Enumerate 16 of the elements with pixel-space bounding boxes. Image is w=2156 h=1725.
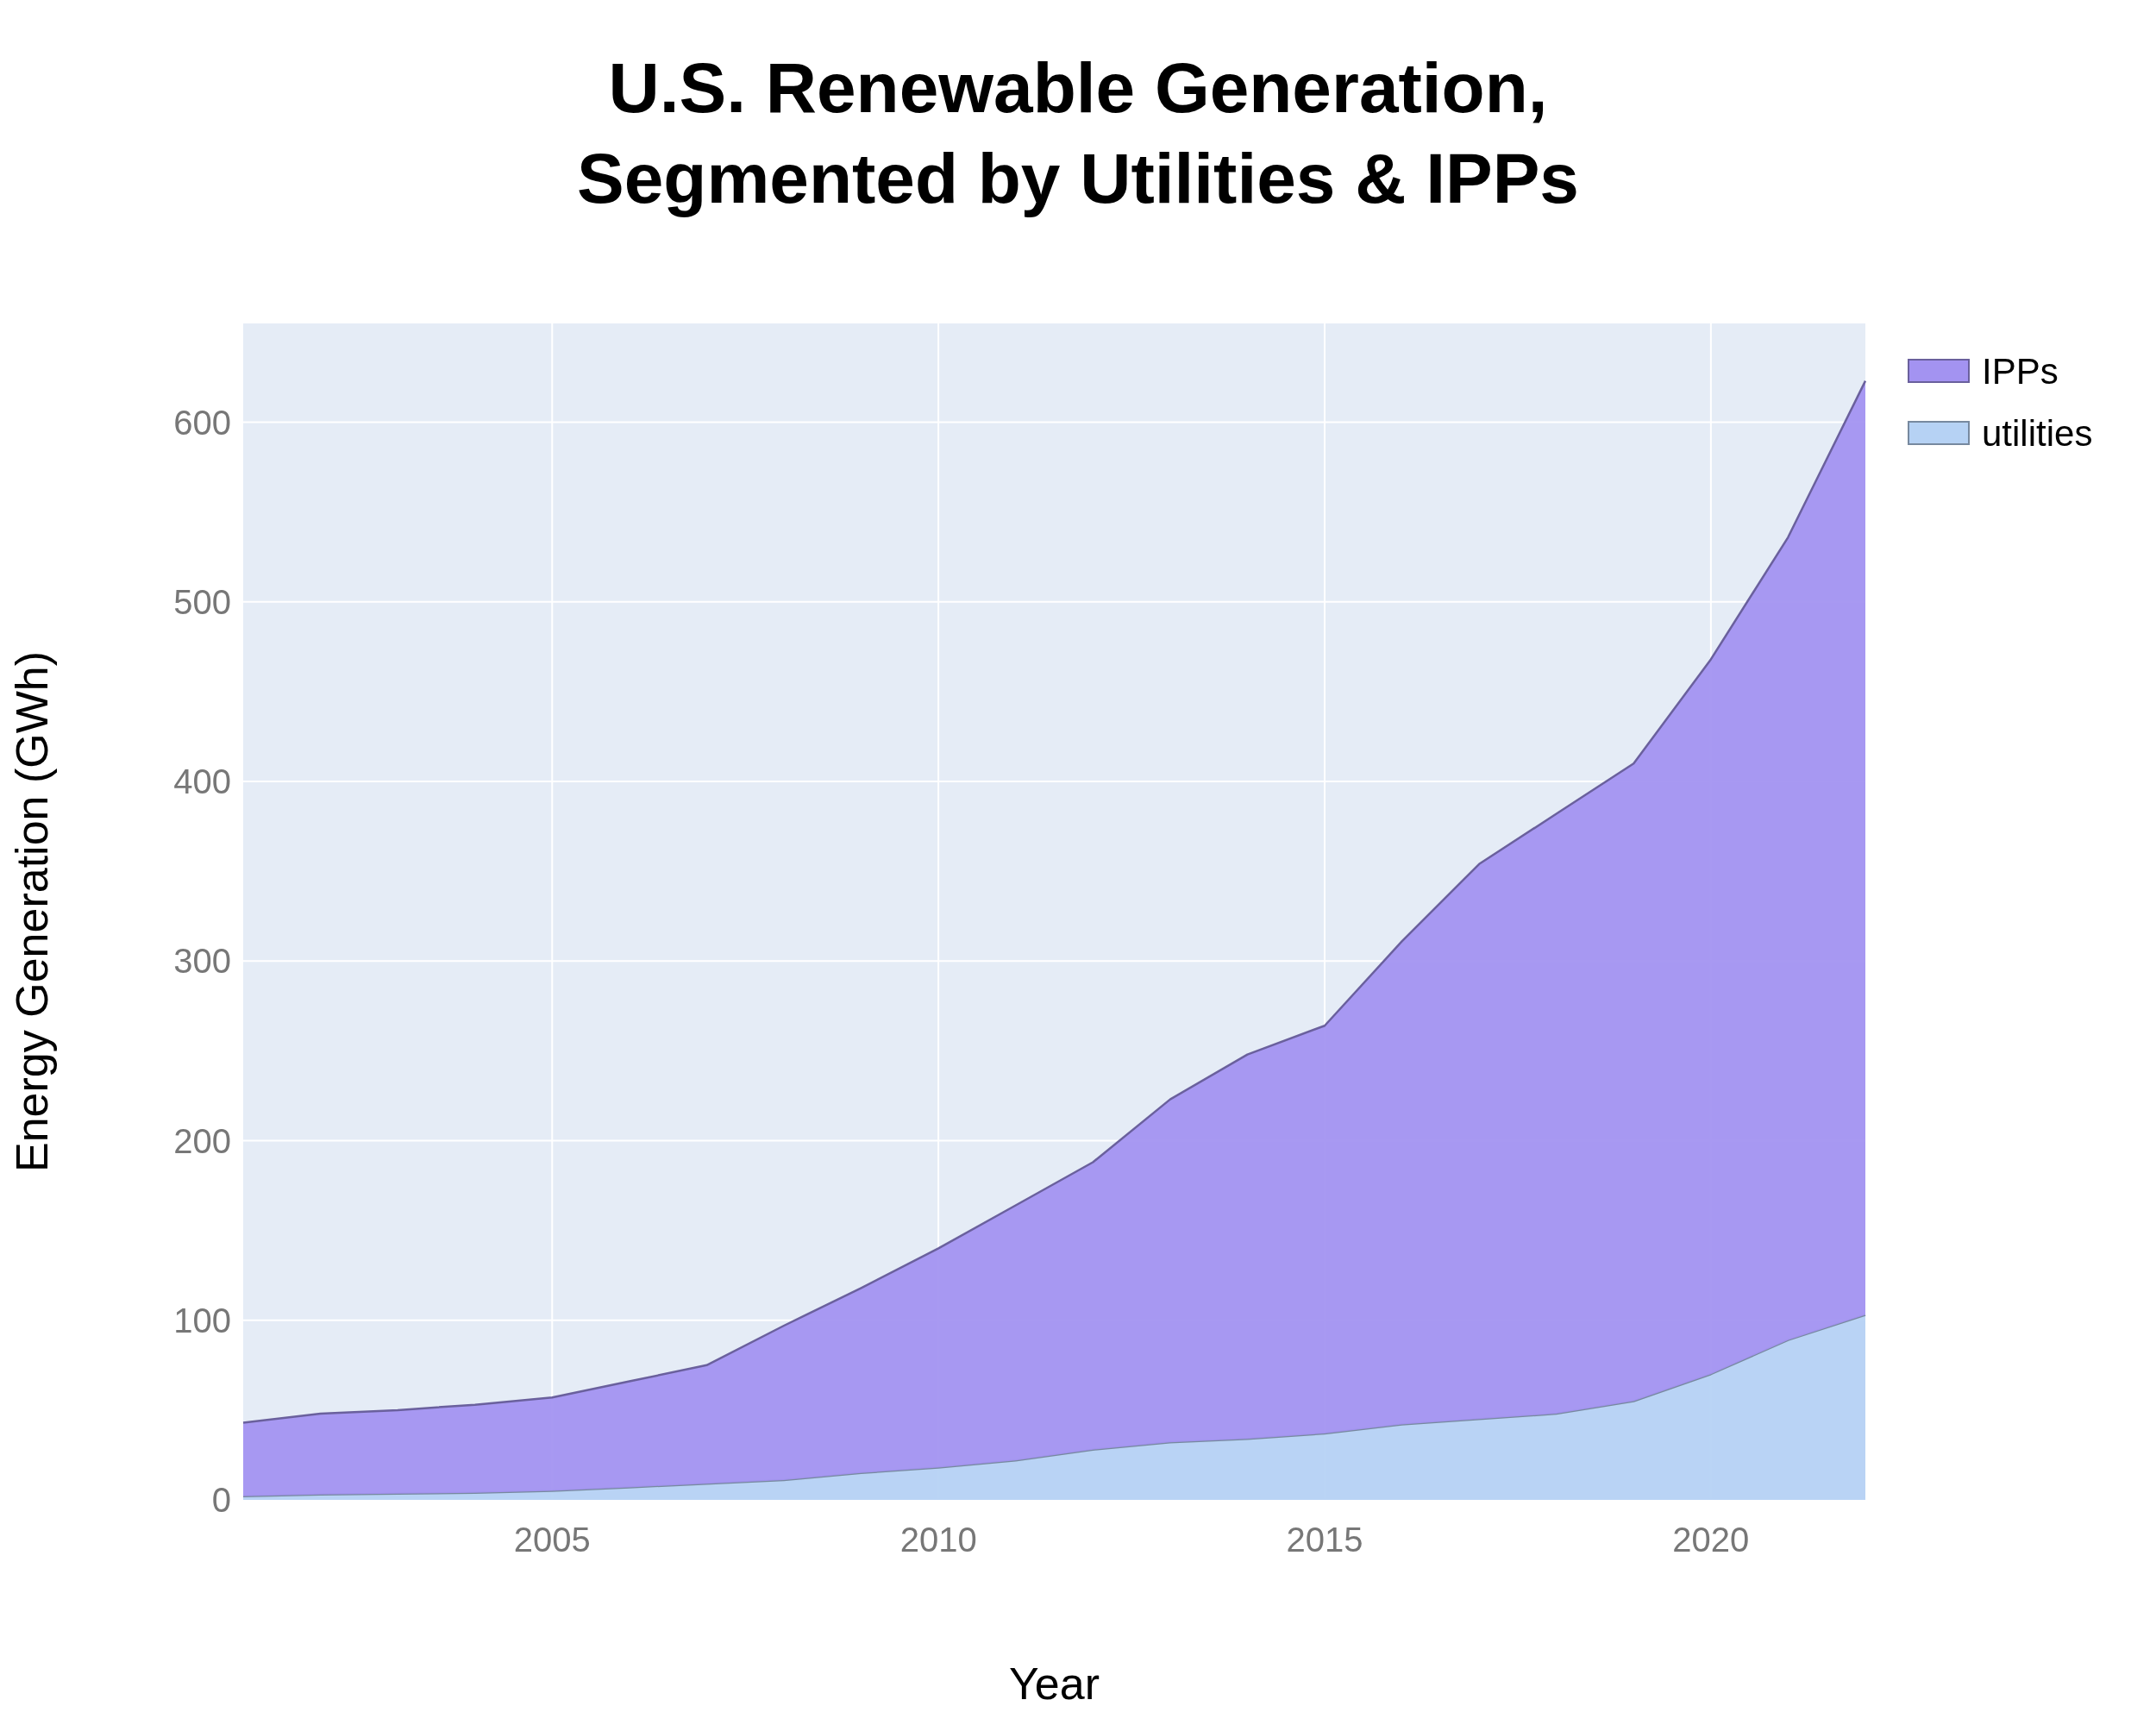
x-axis-title: Year bbox=[1008, 1659, 1100, 1709]
chart-title: U.S. Renewable Generation, Segmented by Utilities & IPPs bbox=[577, 48, 1579, 217]
y-axis-title: Energy Generation (GWh) bbox=[7, 650, 57, 1173]
x-tick-label: 2005 bbox=[513, 1521, 591, 1559]
x-tick-label: 2015 bbox=[1286, 1521, 1363, 1559]
y-tick-label: 0 bbox=[211, 1481, 231, 1519]
y-tick-label: 500 bbox=[173, 582, 231, 621]
y-tick-label: 400 bbox=[173, 762, 231, 801]
legend-label: IPPs bbox=[1982, 350, 2059, 392]
y-tick-label: 300 bbox=[173, 942, 231, 981]
x-tick-label: 2020 bbox=[1672, 1521, 1750, 1559]
x-tick-label: 2010 bbox=[899, 1521, 977, 1559]
y-tick-label: 200 bbox=[173, 1121, 231, 1160]
y-tick-label: 100 bbox=[173, 1301, 231, 1339]
legend-label: utilities bbox=[1982, 412, 2093, 454]
y-tick-label: 600 bbox=[173, 403, 231, 442]
